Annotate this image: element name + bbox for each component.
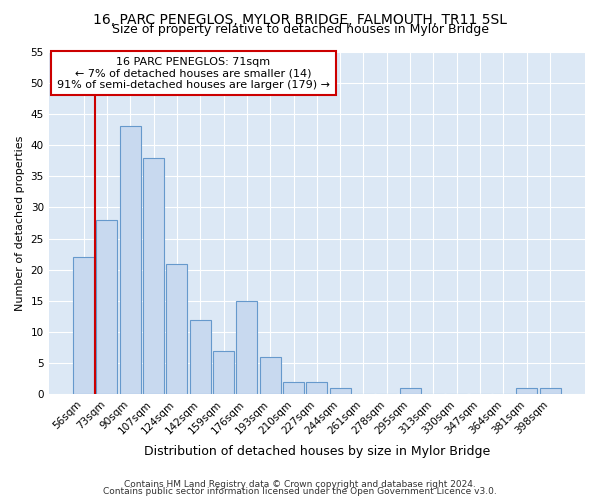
- Bar: [213, 351, 234, 395]
- Text: 16 PARC PENEGLOS: 71sqm
← 7% of detached houses are smaller (14)
91% of semi-det: 16 PARC PENEGLOS: 71sqm ← 7% of detached…: [57, 56, 330, 90]
- Text: Contains HM Land Registry data © Crown copyright and database right 2024.: Contains HM Land Registry data © Crown c…: [124, 480, 476, 489]
- Bar: [120, 126, 140, 394]
- Bar: [400, 388, 421, 394]
- Y-axis label: Number of detached properties: Number of detached properties: [15, 136, 25, 310]
- Bar: [283, 382, 304, 394]
- Text: Contains public sector information licensed under the Open Government Licence v3: Contains public sector information licen…: [103, 487, 497, 496]
- Bar: [236, 301, 257, 394]
- Bar: [166, 264, 187, 394]
- Bar: [329, 388, 350, 394]
- Bar: [307, 382, 328, 394]
- Text: Size of property relative to detached houses in Mylor Bridge: Size of property relative to detached ho…: [112, 22, 488, 36]
- Bar: [97, 220, 118, 394]
- Bar: [73, 258, 94, 394]
- Bar: [143, 158, 164, 394]
- Bar: [190, 320, 211, 394]
- Bar: [516, 388, 537, 394]
- Bar: [260, 357, 281, 395]
- X-axis label: Distribution of detached houses by size in Mylor Bridge: Distribution of detached houses by size …: [144, 444, 490, 458]
- Text: 16, PARC PENEGLOS, MYLOR BRIDGE, FALMOUTH, TR11 5SL: 16, PARC PENEGLOS, MYLOR BRIDGE, FALMOUT…: [93, 12, 507, 26]
- Bar: [539, 388, 560, 394]
